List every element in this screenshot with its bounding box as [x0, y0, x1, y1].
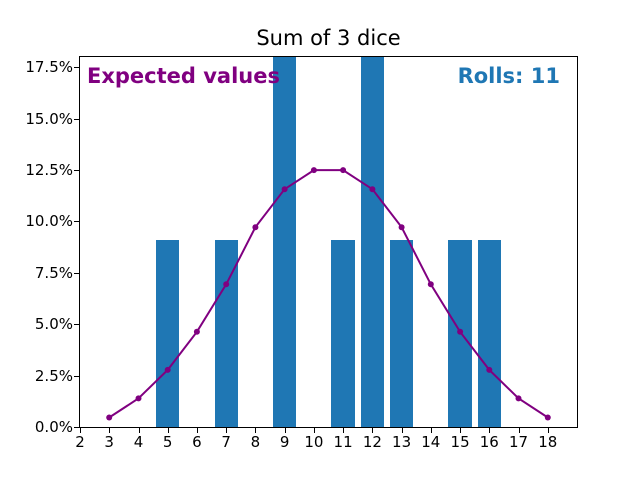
y-tick-7.5% — [74, 272, 79, 274]
marker-x9 — [281, 186, 288, 193]
rolls-count-label: Rolls: 11 — [457, 64, 560, 88]
y-tick-label-7.5%: 7.5% — [34, 263, 73, 282]
x-tick-12 — [372, 428, 374, 433]
y-tick-label-12.5%: 12.5% — [25, 161, 73, 180]
x-tick-14 — [430, 428, 432, 433]
y-tick-15.0% — [74, 118, 79, 120]
marker-x11 — [340, 167, 347, 174]
x-tick-13 — [401, 428, 403, 433]
x-tick-label-13: 13 — [392, 433, 412, 451]
chart-title: Sum of 3 dice — [256, 26, 401, 50]
x-tick-15 — [460, 428, 462, 433]
y-tick-2.5% — [74, 375, 79, 377]
marker-x17 — [515, 395, 522, 402]
x-tick-9 — [284, 428, 286, 433]
x-tick-label-18: 18 — [538, 433, 558, 451]
y-tick-10.0% — [74, 221, 79, 223]
x-tick-16 — [489, 428, 491, 433]
x-tick-label-4: 4 — [133, 433, 144, 451]
marker-x10 — [310, 167, 317, 174]
x-tick-label-16: 16 — [479, 433, 499, 451]
marker-x4 — [135, 395, 142, 402]
x-tick-label-17: 17 — [508, 433, 529, 451]
plot-area — [80, 57, 577, 427]
x-tick-11 — [343, 428, 345, 433]
x-tick-18 — [547, 428, 549, 433]
x-tick-label-11: 11 — [333, 433, 353, 451]
y-tick-label-10.0%: 10.0% — [25, 212, 73, 231]
marker-x3 — [106, 414, 113, 421]
x-tick-label-8: 8 — [250, 433, 261, 451]
x-tick-label-10: 10 — [304, 433, 324, 451]
marker-x6 — [193, 328, 200, 335]
x-tick-7 — [226, 428, 228, 433]
marker-x8 — [252, 224, 259, 231]
x-tick-3 — [109, 428, 111, 433]
x-tick-label-6: 6 — [192, 433, 202, 451]
y-tick-12.5% — [74, 170, 79, 172]
bar-x9 — [273, 57, 297, 427]
line-path — [108, 169, 549, 419]
y-tick-0.0% — [74, 427, 79, 428]
x-tick-2 — [80, 428, 81, 433]
x-tick-label-12: 12 — [362, 433, 382, 451]
y-tick-label-2.5%: 2.5% — [34, 366, 73, 385]
x-tick-label-14: 14 — [421, 433, 441, 451]
expected-values-label: Expected values — [87, 64, 280, 88]
x-tick-label-15: 15 — [450, 433, 470, 451]
marker-x5 — [164, 366, 171, 373]
y-tick-label-17.5%: 17.5% — [25, 58, 73, 77]
y-tick-label-5.0%: 5.0% — [34, 315, 73, 334]
y-tick-label-15.0%: 15.0% — [25, 109, 73, 128]
bar-x13 — [389, 240, 414, 427]
x-tick-label-3: 3 — [104, 433, 114, 451]
x-tick-8 — [255, 428, 257, 433]
x-tick-label-7: 7 — [221, 433, 231, 451]
x-tick-17 — [518, 428, 520, 433]
y-tick-5.0% — [74, 324, 79, 326]
marker-x16 — [486, 366, 493, 373]
marker-x14 — [427, 281, 434, 288]
bar-x16 — [477, 240, 501, 427]
plot-area-border — [79, 56, 578, 428]
y-tick-17.5% — [74, 67, 79, 69]
x-tick-label-9: 9 — [279, 433, 290, 451]
x-tick-label-2: 2 — [75, 433, 85, 451]
bar-x11 — [331, 240, 355, 427]
x-tick-6 — [196, 428, 198, 433]
x-tick-4 — [138, 428, 140, 433]
marker-x7 — [223, 281, 230, 288]
x-tick-5 — [167, 428, 169, 433]
y-tick-label-0.0%: 0.0% — [34, 418, 73, 436]
bar-x5 — [156, 240, 180, 427]
expected-values-line — [106, 167, 551, 421]
marker-x13 — [398, 224, 405, 231]
marker-x18 — [544, 414, 551, 421]
marker-x15 — [457, 328, 464, 335]
bar-x12 — [360, 57, 385, 427]
bar-x7 — [214, 240, 238, 427]
x-tick-label-5: 5 — [162, 433, 173, 451]
marker-x12 — [369, 186, 376, 193]
x-tick-10 — [313, 428, 315, 433]
